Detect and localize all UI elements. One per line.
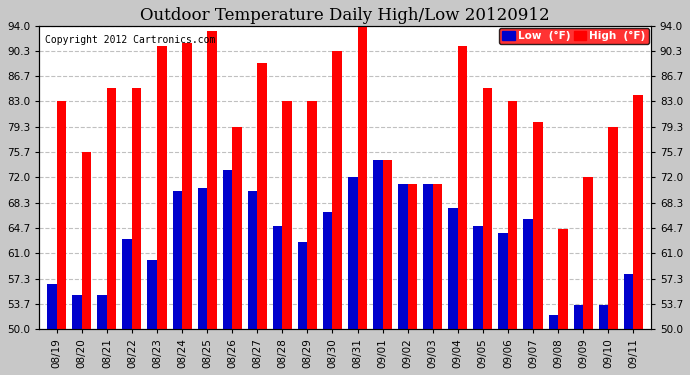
Bar — [122, 239, 132, 329]
Bar — [47, 284, 57, 329]
Bar — [524, 219, 533, 329]
Bar — [333, 51, 342, 329]
Bar — [348, 177, 357, 329]
Bar — [533, 122, 542, 329]
Bar — [298, 242, 308, 329]
Bar — [498, 232, 508, 329]
Bar — [573, 305, 583, 329]
Bar — [182, 44, 192, 329]
Bar — [423, 184, 433, 329]
Bar — [197, 188, 207, 329]
Bar — [257, 63, 267, 329]
Bar — [157, 46, 166, 329]
Bar — [82, 152, 91, 329]
Bar — [633, 94, 643, 329]
Bar — [233, 127, 241, 329]
Bar — [107, 88, 117, 329]
Bar — [72, 295, 82, 329]
Bar — [323, 212, 333, 329]
Bar — [97, 295, 107, 329]
Legend: Low  (°F), High  (°F): Low (°F), High (°F) — [500, 28, 649, 44]
Title: Outdoor Temperature Daily High/Low 20120912: Outdoor Temperature Daily High/Low 20120… — [140, 7, 550, 24]
Bar — [624, 274, 633, 329]
Bar — [408, 184, 417, 329]
Text: Copyright 2012 Cartronics.com: Copyright 2012 Cartronics.com — [46, 34, 216, 45]
Bar — [398, 184, 408, 329]
Bar — [433, 184, 442, 329]
Bar — [373, 160, 382, 329]
Bar — [248, 191, 257, 329]
Bar — [148, 260, 157, 329]
Bar — [273, 226, 282, 329]
Bar — [57, 101, 66, 329]
Bar — [549, 315, 558, 329]
Bar — [172, 191, 182, 329]
Bar — [483, 88, 493, 329]
Bar — [282, 101, 292, 329]
Bar — [223, 170, 233, 329]
Bar — [448, 209, 457, 329]
Bar — [382, 160, 392, 329]
Bar — [608, 127, 618, 329]
Bar — [132, 88, 141, 329]
Bar — [599, 305, 608, 329]
Bar — [207, 31, 217, 329]
Bar — [308, 101, 317, 329]
Bar — [457, 46, 467, 329]
Bar — [357, 26, 367, 329]
Bar — [558, 229, 568, 329]
Bar — [473, 226, 483, 329]
Bar — [508, 101, 518, 329]
Bar — [583, 177, 593, 329]
